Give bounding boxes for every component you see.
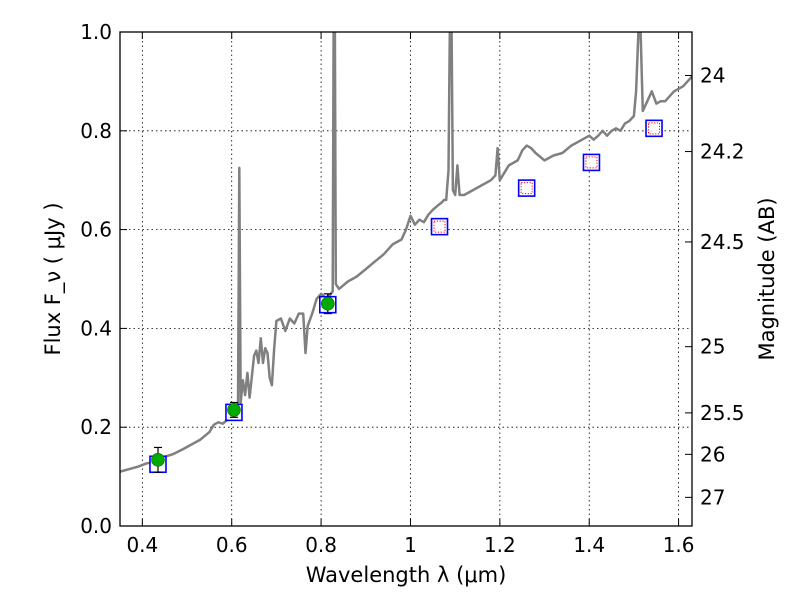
grid-lines [120,32,692,526]
y2-axis: 24 24.2 24.5 25 25.5 26 27 [685,63,745,509]
observed-point [151,453,165,467]
y-tick-label: 0.4 [80,316,112,340]
y2-tick-label: 24.2 [700,140,745,164]
y-tick-label: 0.8 [80,119,112,143]
y-tick-label: 1.0 [80,20,112,44]
x-axis: 0.4 0.6 0.8 1 1.2 1.4 1.6 [126,32,695,557]
x-tick-label: 1.2 [484,533,516,557]
x-tick-label: 0.4 [126,533,158,557]
model-point-square [517,179,536,197]
y-axis: 0.0 0.2 0.4 0.6 0.8 1.0 [80,20,127,538]
y2-tick-label: 24 [700,63,725,87]
x-axis-label: Wavelength λ (μm) [306,563,507,587]
spectrum-line [120,32,692,473]
y2-tick-label: 25 [700,335,725,359]
model-point-square [645,119,663,138]
y2-tick-label: 25.5 [700,401,745,425]
observed-photometry-series [151,293,335,473]
x-tick-label: 0.6 [216,533,248,557]
observed-point [320,296,335,311]
observed-point [227,403,241,417]
y2-tick-label: 24.5 [700,230,745,254]
plot-frame [119,31,693,527]
x-tick-label: 0.8 [305,533,337,557]
y2-axis-label: Magnitude (AB) [755,197,779,360]
model-point-square [582,153,601,172]
y-tick-label: 0.2 [80,415,112,439]
y2-tick-label: 26 [700,442,725,466]
spectrum-series [120,32,692,473]
model-point-square [430,217,449,236]
x-tick-label: 1.4 [573,533,605,557]
x-tick-label: 1 [404,533,417,557]
y-tick-label: 0.6 [80,218,112,242]
model-photometry-series [149,119,663,474]
y-tick-label: 0.0 [80,514,112,538]
y-axis-label: Flux F_ν ( μJy ) [41,202,66,355]
y2-tick-label: 27 [700,485,725,509]
x-tick-label: 1.6 [663,533,695,557]
